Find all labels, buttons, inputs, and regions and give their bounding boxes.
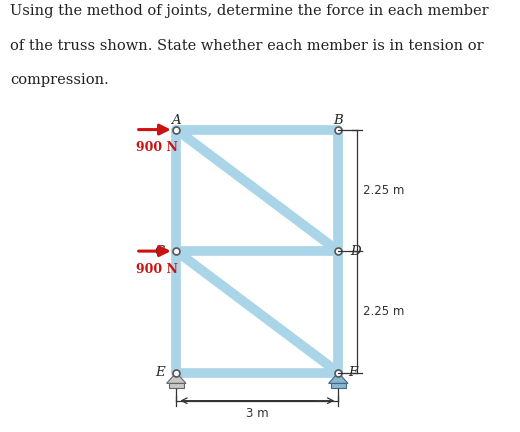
FancyBboxPatch shape — [331, 384, 346, 388]
FancyBboxPatch shape — [168, 384, 184, 388]
Text: 900 N: 900 N — [136, 142, 178, 155]
Polygon shape — [329, 372, 348, 384]
Text: D: D — [350, 245, 361, 257]
Text: Using the method of joints, determine the force in each member: Using the method of joints, determine th… — [10, 4, 489, 18]
Text: B: B — [333, 114, 343, 127]
Text: E: E — [155, 366, 164, 379]
Text: 2.25 m: 2.25 m — [362, 305, 404, 318]
Text: F: F — [348, 366, 357, 379]
Text: of the truss shown. State whether each member is in tension or: of the truss shown. State whether each m… — [10, 39, 484, 53]
Text: compression.: compression. — [10, 73, 109, 87]
Text: A: A — [172, 114, 181, 127]
Polygon shape — [166, 372, 186, 384]
Text: 2.25 m: 2.25 m — [362, 184, 404, 197]
Text: 3 m: 3 m — [246, 407, 269, 420]
Text: 900 N: 900 N — [136, 263, 178, 276]
Text: C: C — [154, 245, 164, 257]
